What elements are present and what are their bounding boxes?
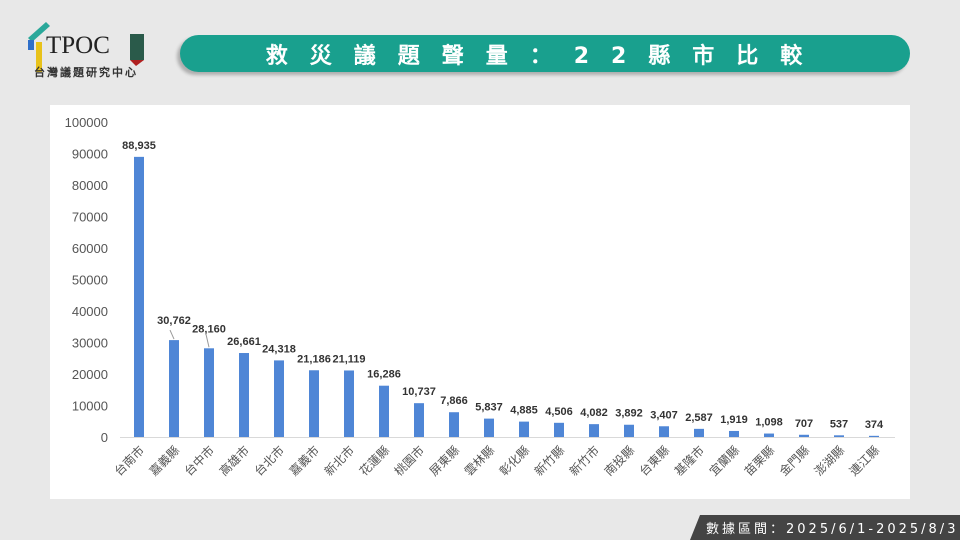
y-tick-label: 100000 bbox=[65, 115, 108, 130]
bar bbox=[239, 353, 249, 437]
y-tick-label: 40000 bbox=[72, 304, 108, 319]
data-label: 4,885 bbox=[510, 405, 538, 417]
logo-mark-icon bbox=[28, 22, 144, 72]
tpoc-logo: TPOC 台灣議題研究中心 bbox=[24, 18, 164, 82]
bar bbox=[484, 418, 494, 437]
bar bbox=[799, 434, 809, 437]
data-label: 21,119 bbox=[332, 353, 365, 365]
data-label: 3,892 bbox=[615, 408, 643, 420]
data-label: 28,160 bbox=[192, 323, 226, 335]
bar bbox=[869, 435, 879, 437]
x-tick-label: 高雄市 bbox=[216, 443, 252, 479]
data-label: 3,407 bbox=[650, 409, 678, 421]
data-label: 21,186 bbox=[297, 353, 331, 365]
x-tick-label: 連江縣 bbox=[847, 443, 882, 478]
data-label: 1,098 bbox=[755, 417, 783, 429]
y-tick-label: 10000 bbox=[72, 399, 108, 414]
x-tick-label: 台中市 bbox=[181, 443, 217, 479]
data-label: 707 bbox=[795, 418, 813, 430]
bar bbox=[204, 348, 214, 437]
bar bbox=[344, 370, 354, 437]
bar bbox=[449, 412, 459, 437]
bar bbox=[834, 435, 844, 437]
bar bbox=[624, 424, 634, 437]
bar bbox=[519, 421, 529, 437]
data-label: 374 bbox=[865, 419, 884, 431]
bar bbox=[694, 428, 704, 437]
x-tick-label: 南投縣 bbox=[601, 443, 637, 479]
data-label: 2,587 bbox=[685, 412, 713, 424]
x-tick-label: 屏東縣 bbox=[427, 443, 462, 478]
y-tick-label: 30000 bbox=[72, 336, 108, 351]
data-label: 88,935 bbox=[122, 140, 156, 152]
bar bbox=[379, 385, 389, 437]
data-label: 7,866 bbox=[440, 395, 468, 407]
x-tick-label: 彰化縣 bbox=[496, 443, 532, 479]
data-label: 537 bbox=[830, 418, 848, 430]
logo-subtitle: 台灣議題研究中心 bbox=[34, 66, 138, 79]
date-range: 數據區間：2025/6/1-2025/8/3 bbox=[690, 515, 960, 540]
y-tick-label: 80000 bbox=[72, 178, 108, 193]
data-label: 1,919 bbox=[720, 414, 748, 426]
y-tick-label: 70000 bbox=[72, 210, 108, 225]
y-tick-label: 0 bbox=[101, 430, 108, 445]
x-tick-label: 桃園市 bbox=[391, 443, 427, 479]
data-label: 30,762 bbox=[157, 315, 191, 327]
y-tick-label: 90000 bbox=[72, 147, 108, 162]
leader-line bbox=[205, 334, 210, 348]
x-tick-label: 台東縣 bbox=[636, 443, 672, 479]
y-tick-label: 20000 bbox=[72, 367, 108, 382]
x-tick-label: 新竹市 bbox=[566, 443, 602, 479]
bar bbox=[274, 360, 284, 437]
data-label: 4,506 bbox=[545, 406, 573, 418]
y-tick-label: 50000 bbox=[72, 273, 108, 288]
data-label: 16,286 bbox=[367, 369, 401, 381]
logo-text: TPOC bbox=[46, 32, 110, 59]
leader-line bbox=[169, 329, 175, 340]
bar bbox=[589, 424, 599, 437]
data-label: 4,082 bbox=[580, 407, 608, 419]
bar bbox=[309, 370, 319, 437]
bar bbox=[554, 422, 564, 437]
x-tick-label: 雲林縣 bbox=[462, 443, 497, 478]
x-tick-label: 嘉義縣 bbox=[146, 443, 182, 479]
bar bbox=[729, 430, 739, 437]
data-label: 24,318 bbox=[262, 343, 296, 355]
x-tick-label: 嘉義市 bbox=[286, 443, 322, 479]
bar-chart: 0 10000 20000 30000 40000 50000 60000 70000 8000… bbox=[65, 115, 895, 479]
y-tick-label: 60000 bbox=[72, 241, 108, 256]
bar bbox=[659, 426, 669, 437]
bar bbox=[169, 340, 179, 437]
x-tick-label: 宜蘭縣 bbox=[706, 443, 742, 479]
x-tick-label: 澎湖縣 bbox=[811, 443, 847, 479]
x-tick-label: 金門縣 bbox=[776, 443, 812, 479]
x-tick-label: 新竹縣 bbox=[531, 443, 567, 479]
x-tick-label: 花蓮縣 bbox=[356, 443, 392, 479]
bar bbox=[134, 156, 144, 438]
x-tick-label: 台南市 bbox=[111, 443, 147, 479]
x-tick-label: 基隆市 bbox=[671, 443, 707, 479]
chart-panel: 0 10000 20000 30000 40000 50000 60000 70000 8000… bbox=[50, 105, 910, 499]
x-tick-label: 苗栗縣 bbox=[742, 443, 777, 478]
data-label: 26,661 bbox=[227, 336, 261, 348]
bar bbox=[414, 403, 424, 437]
x-tick-label: 台北市 bbox=[251, 443, 287, 479]
x-tick-label: 新北市 bbox=[321, 443, 357, 479]
bar bbox=[764, 433, 774, 437]
page-title: 救災議題聲量：22縣市比較 bbox=[180, 35, 910, 72]
data-label: 10,737 bbox=[402, 386, 436, 398]
data-label: 5,837 bbox=[475, 402, 503, 414]
